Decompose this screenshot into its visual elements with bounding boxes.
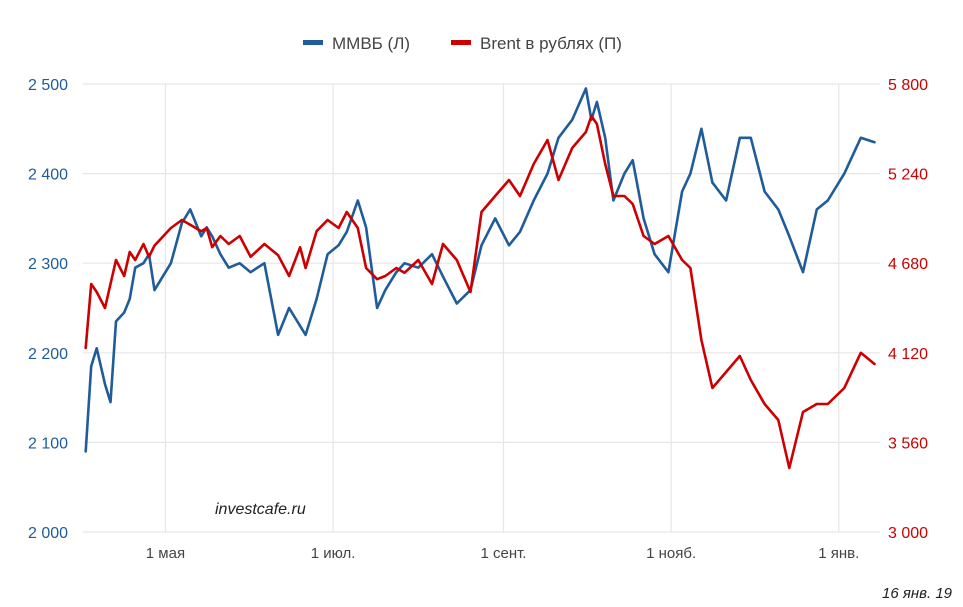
series-layer: [84, 87, 876, 470]
x-tick-label-4: 1 янв.: [818, 545, 859, 562]
x-tick-label-1: 1 июл.: [311, 545, 356, 562]
series-line-brent: [84, 114, 876, 470]
watermark-text: investcafe.ru: [215, 501, 306, 518]
legend-label-brent[interactable]: Brent в рублях (П): [480, 34, 622, 53]
y-right-tick-label-2: 4 120: [888, 346, 928, 363]
y-left-tick-label-5: 2 500: [28, 77, 68, 94]
y-left-tick-label-2: 2 200: [28, 346, 68, 363]
legend-swatch-brent: [451, 40, 471, 45]
date-stamp: 16 янв. 19: [882, 585, 953, 602]
legend: ММВБ (Л) Brent в рублях (П): [303, 34, 622, 53]
y-right-tick-label-1: 3 560: [888, 435, 928, 452]
y-left-tick-label-3: 2 300: [28, 256, 68, 273]
x-tick-label-3: 1 нояб.: [646, 545, 696, 562]
legend-label-mmvb[interactable]: ММВБ (Л): [332, 34, 410, 53]
x-axis: 1 мая 1 июл. 1 сент. 1 нояб. 1 янв.: [146, 545, 860, 562]
series-line-mmvb: [84, 87, 876, 453]
y-left-tick-label-0: 2 000: [28, 525, 68, 542]
y-right-tick-label-4: 5 240: [888, 167, 928, 184]
y-axis-left: 2 000 2 100 2 200 2 300 2 400 2 500: [28, 77, 68, 542]
y-right-tick-label-0: 3 000: [888, 525, 928, 542]
grid-lines: [83, 83, 880, 533]
legend-swatch-mmvb: [303, 40, 323, 45]
y-left-tick-label-1: 2 100: [28, 435, 68, 452]
y-left-tick-label-4: 2 400: [28, 167, 68, 184]
x-tick-label-2: 1 сент.: [480, 545, 526, 562]
x-tick-label-0: 1 мая: [146, 545, 185, 562]
y-axis-right: 3 000 3 560 4 120 4 680 5 240 5 800: [888, 77, 928, 542]
y-right-tick-label-5: 5 800: [888, 77, 928, 94]
y-right-tick-label-3: 4 680: [888, 256, 928, 273]
